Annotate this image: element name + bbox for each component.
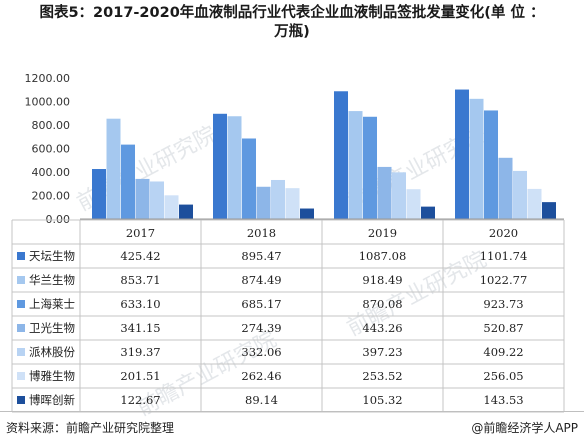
- bar-2019-1: [348, 111, 363, 219]
- bar-2019-0: [334, 91, 348, 219]
- data-label-6-1: 89.14: [245, 393, 278, 407]
- data-label-6-3: 143.53: [483, 393, 523, 407]
- x-tick-label: 2020: [489, 226, 518, 240]
- data-label-5-1: 262.46: [241, 369, 281, 383]
- bar-2019-5: [406, 189, 421, 219]
- data-label-3-2: 443.26: [362, 321, 402, 335]
- y-tick-label: 1000.00: [25, 96, 71, 109]
- bar-2020-2: [484, 110, 498, 219]
- bar-2020-4: [513, 170, 527, 219]
- bar-2018-6: [300, 208, 314, 219]
- bar-2017-1: [106, 118, 121, 219]
- bar-2017-0: [92, 169, 106, 219]
- x-tick-label: 2018: [247, 226, 276, 240]
- bar-2018-4: [271, 179, 285, 219]
- legend-label-1: 华兰生物: [29, 273, 75, 287]
- data-label-5-2: 253.52: [362, 369, 402, 383]
- data-label-2-2: 870.08: [362, 297, 402, 311]
- bar-2018-3: [256, 186, 271, 219]
- y-tick-label: 1200.00: [25, 72, 71, 85]
- legend-label-6: 博晖创新: [29, 393, 75, 407]
- legend-swatch-1: [17, 276, 25, 284]
- credit-note: @前瞻经济学人APP: [471, 421, 578, 435]
- legend-swatch-2: [17, 300, 25, 308]
- data-label-0-2: 1087.08: [359, 249, 407, 263]
- footer: 资料来源：前瞻产业研究院整理 @前瞻经济学人APP: [0, 411, 584, 440]
- x-tick-label: 2019: [368, 226, 397, 240]
- data-label-1-0: 853.71: [120, 273, 160, 287]
- bar-2018-1: [227, 116, 242, 219]
- data-label-2-3: 923.73: [483, 297, 523, 311]
- bar-2017-3: [135, 178, 150, 219]
- legend-label-2: 上海莱士: [29, 297, 75, 311]
- data-label-2-0: 633.10: [120, 297, 160, 311]
- data-label-1-2: 918.49: [362, 273, 402, 287]
- data-label-1-1: 874.49: [241, 273, 281, 287]
- y-tick-label: 400.00: [32, 166, 71, 179]
- chart-title-line1: 图表5：2017-2020年血液制品行业代表企业血液制品签批发量变化(单 位 ：: [39, 5, 545, 21]
- bar-2018-5: [285, 188, 300, 219]
- bar-2020-0: [455, 89, 469, 219]
- bar-2019-3: [377, 166, 392, 219]
- bar-2020-1: [469, 98, 484, 219]
- y-tick-label: 800.00: [32, 119, 71, 132]
- data-label-6-2: 105.32: [362, 393, 402, 407]
- data-label-6-0: 122.67: [120, 393, 160, 407]
- data-label-1-3: 1022.77: [480, 273, 528, 287]
- legend-label-4: 派林股份: [29, 345, 75, 359]
- legend-swatch-5: [17, 372, 25, 380]
- y-tick-label: 600.00: [32, 143, 71, 156]
- bar-2017-4: [150, 181, 164, 219]
- x-tick-label: 2017: [126, 226, 155, 240]
- bar-2019-4: [392, 172, 406, 219]
- bar-2019-6: [421, 206, 435, 219]
- legend-label-3: 卫光生物: [29, 321, 75, 335]
- data-label-3-3: 520.87: [483, 321, 523, 335]
- legend-swatch-6: [17, 396, 25, 404]
- bar-2019-2: [363, 116, 377, 219]
- data-label-4-2: 397.23: [362, 345, 402, 359]
- source-note: 资料来源：前瞻产业研究院整理: [6, 421, 175, 435]
- data-label-0-3: 1101.74: [480, 249, 528, 263]
- bar-2018-0: [213, 113, 227, 219]
- legend-label-5: 博雅生物: [29, 369, 75, 383]
- chart-title: 图表5：2017-2020年血液制品行业代表企业血液制品签批发量变化(单 位 ：…: [0, 4, 584, 42]
- data-label-3-0: 341.15: [120, 321, 160, 335]
- bar-2020-6: [542, 202, 556, 219]
- bar-2018-2: [242, 138, 256, 219]
- legend-swatch-0: [17, 252, 25, 260]
- data-label-4-0: 319.37: [120, 345, 160, 359]
- bar-2017-2: [121, 144, 135, 219]
- bar-2020-3: [498, 157, 513, 219]
- data-label-3-1: 274.39: [241, 321, 281, 335]
- legend-label-0: 天坛生物: [29, 249, 75, 263]
- data-label-0-0: 425.42: [120, 249, 160, 263]
- y-tick-label: 200.00: [32, 190, 71, 203]
- bar-2017-6: [179, 204, 193, 219]
- data-label-4-3: 409.22: [483, 345, 523, 359]
- data-label-0-1: 895.47: [241, 249, 281, 263]
- bar-2020-5: [527, 188, 542, 219]
- legend-swatch-3: [17, 324, 25, 332]
- legend-swatch-4: [17, 348, 25, 356]
- bar-2017-5: [164, 195, 179, 219]
- data-label-5-0: 201.51: [120, 369, 160, 383]
- data-label-2-1: 685.17: [241, 297, 281, 311]
- chart-title-line2: 万瓶): [274, 24, 310, 40]
- data-label-4-1: 332.06: [241, 345, 281, 359]
- data-label-5-3: 256.05: [483, 369, 523, 383]
